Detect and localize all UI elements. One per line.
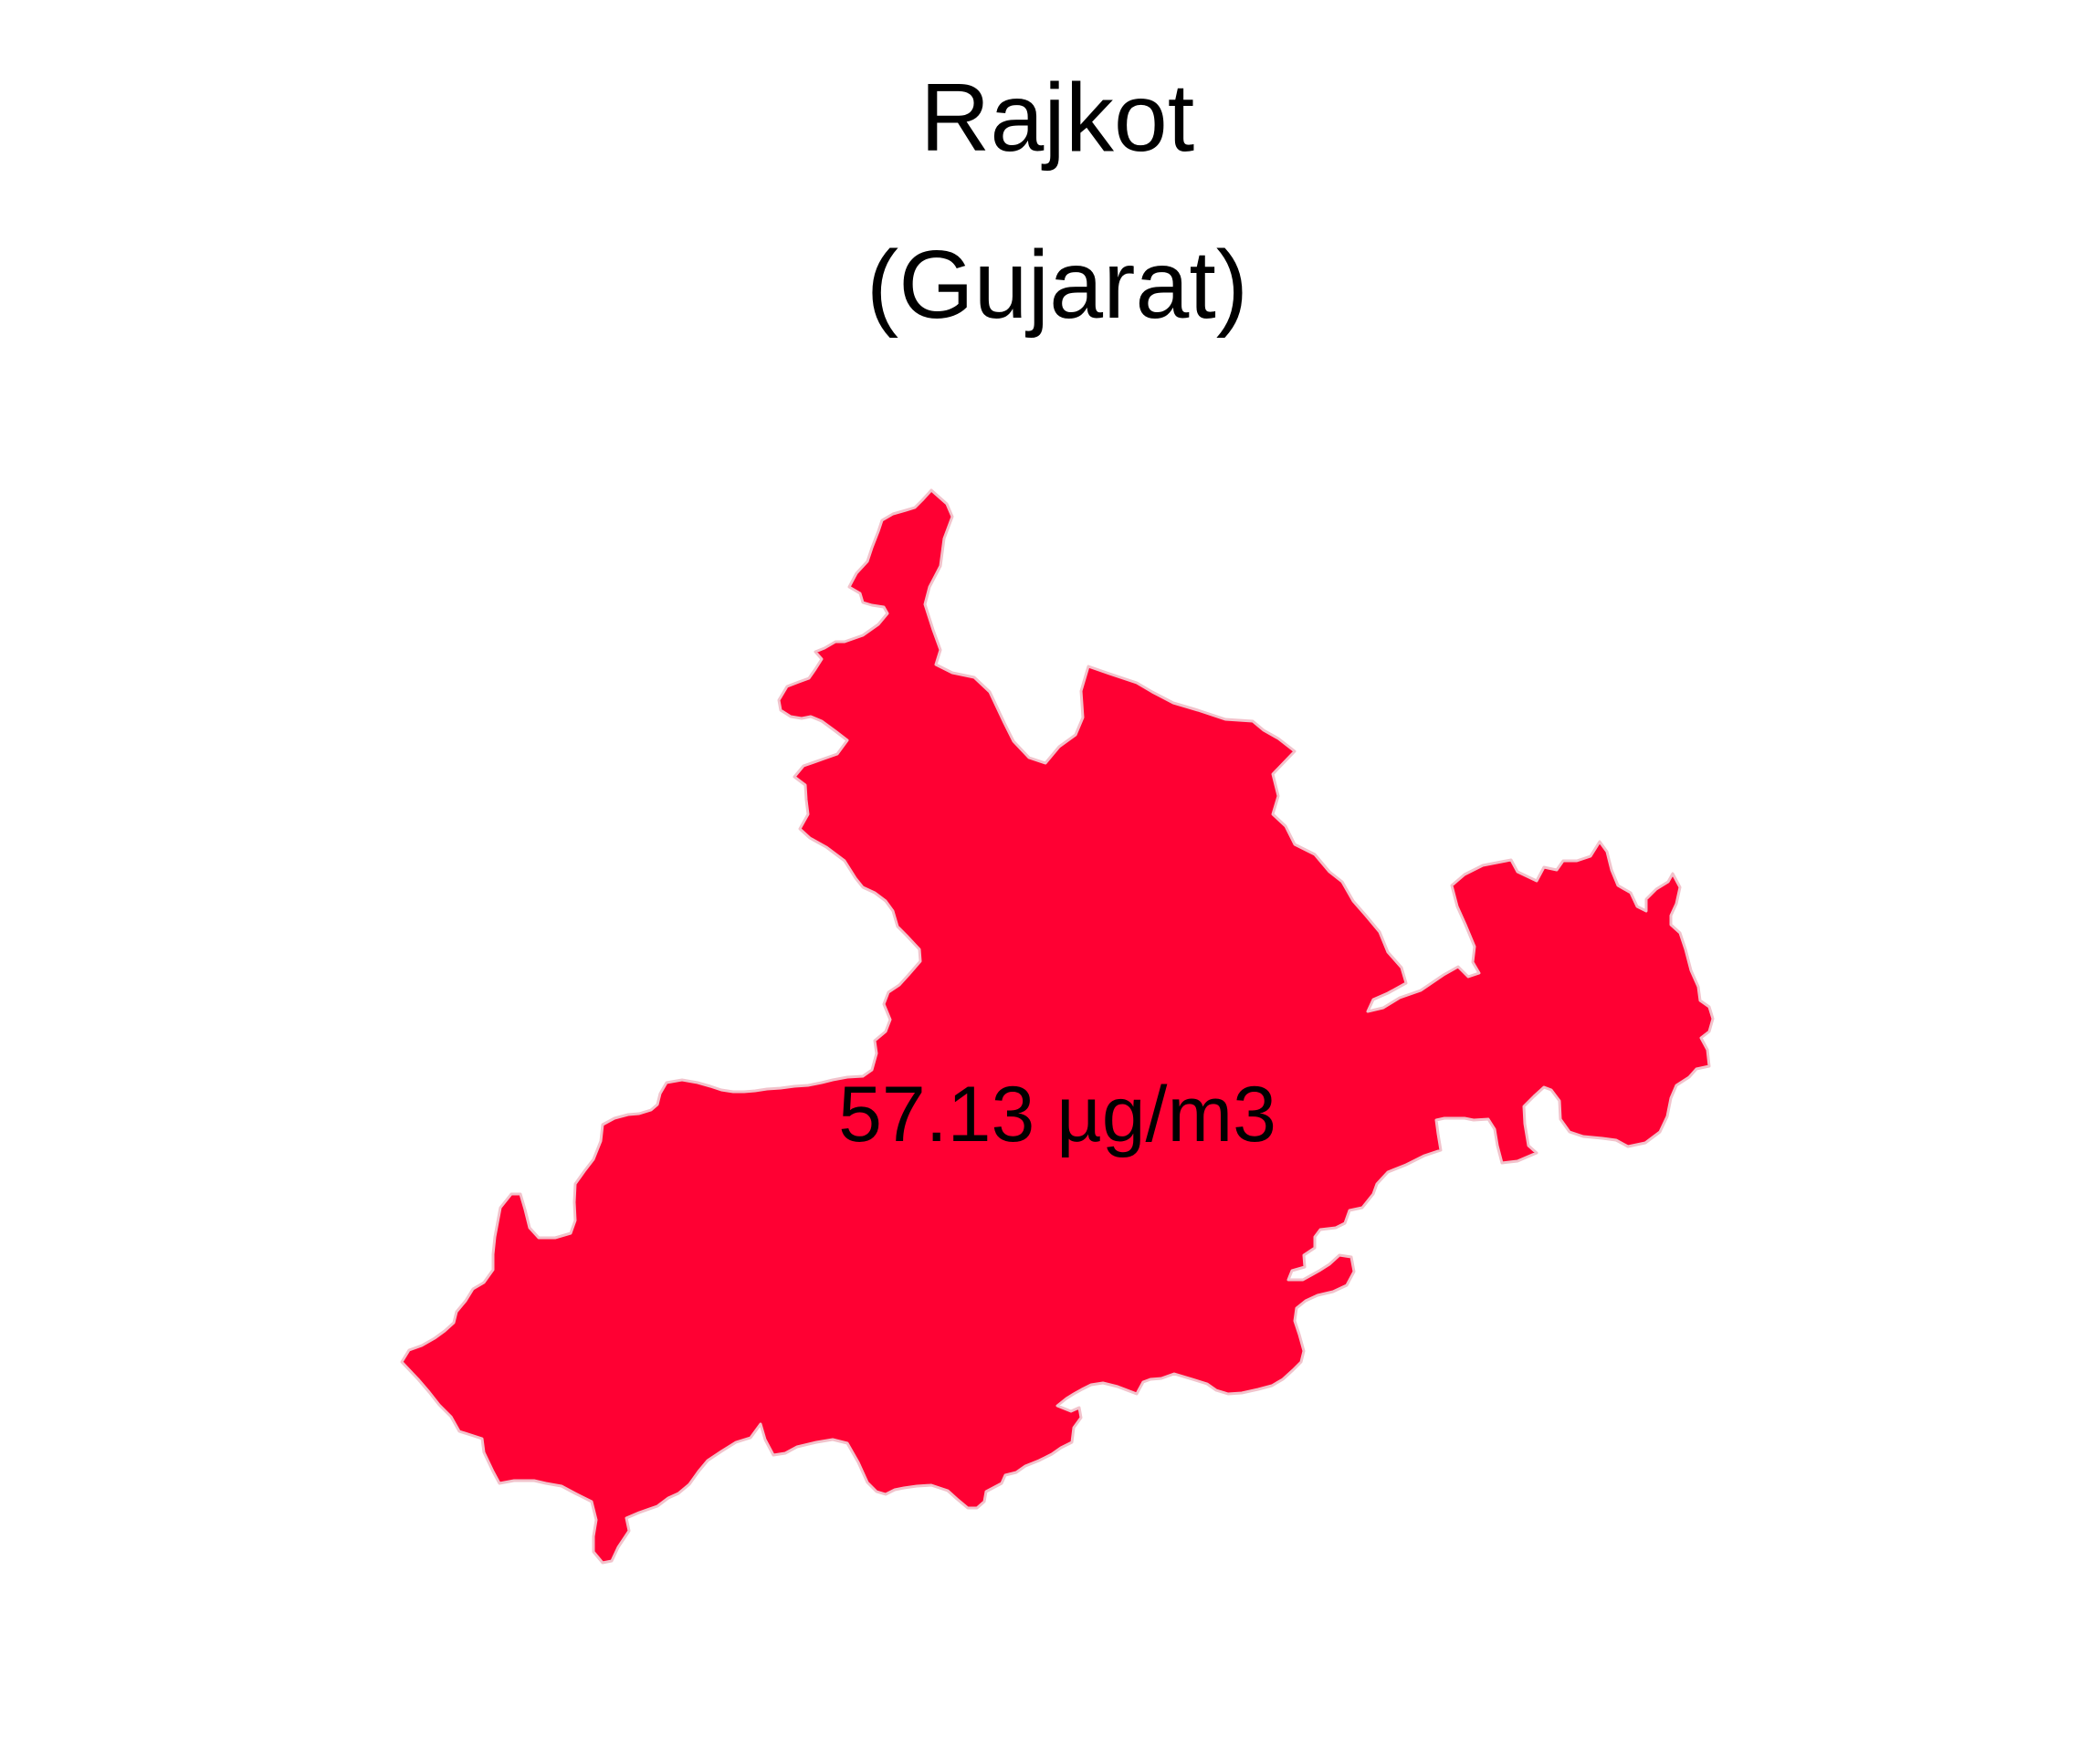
- map-subtitle: (Gujarat): [866, 231, 1248, 339]
- district-region-rajkot[interactable]: [400, 488, 1715, 1565]
- map-title: Rajkot: [920, 64, 1194, 172]
- district-value-label: 57.13 µg/m3: [838, 1071, 1276, 1158]
